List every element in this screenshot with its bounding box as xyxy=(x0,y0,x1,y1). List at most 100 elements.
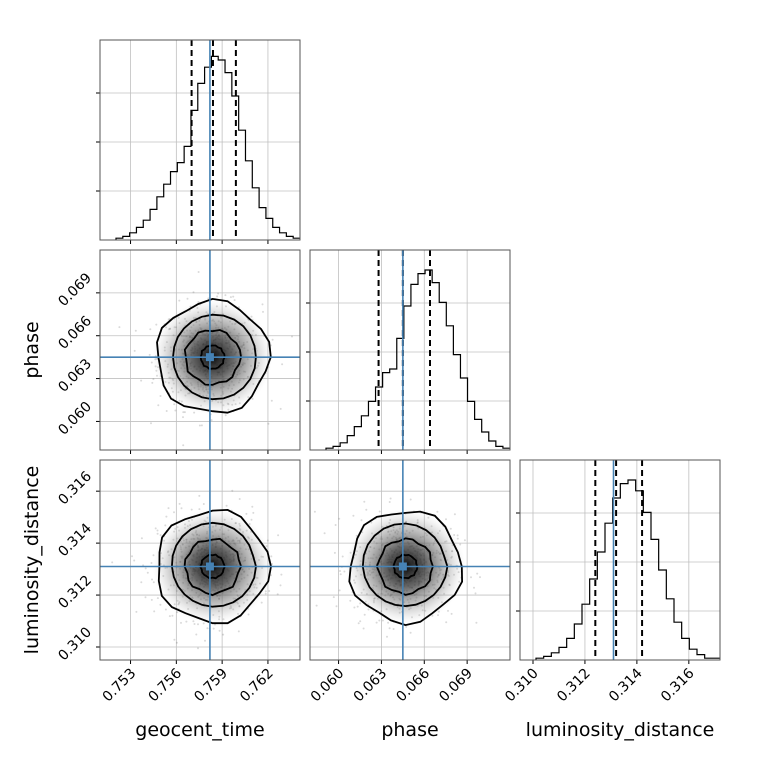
tick-label-x: 0.756 xyxy=(146,665,186,705)
scatter-point xyxy=(352,514,355,517)
scatter-point xyxy=(182,444,185,447)
scatter-point xyxy=(164,608,167,611)
scatter-point xyxy=(159,395,162,397)
scatter-point xyxy=(150,422,152,425)
scatter-point xyxy=(218,629,221,632)
scatter-point xyxy=(206,627,209,630)
scatter-point xyxy=(245,512,248,515)
scatter-point xyxy=(134,329,137,332)
scatter-point xyxy=(445,518,447,521)
scatter-point xyxy=(453,513,456,516)
scatter-point xyxy=(389,497,392,500)
scatter-point xyxy=(252,511,255,514)
scatter-point xyxy=(204,639,206,642)
scatter-point xyxy=(149,328,152,331)
ylabel-luminosity-distance: luminosity_distance xyxy=(21,466,43,655)
scatter-point xyxy=(233,299,236,302)
scatter-point xyxy=(193,623,196,625)
scatter-point xyxy=(167,507,170,510)
scatter-point xyxy=(479,576,481,579)
scatter-point xyxy=(140,537,143,540)
scatter-point xyxy=(197,271,200,273)
scatter-point xyxy=(164,524,167,527)
scatter-point xyxy=(332,596,335,599)
xlabel-phase: phase xyxy=(381,719,438,741)
scatter-point xyxy=(405,625,408,628)
scatter-point xyxy=(180,621,182,624)
tick-label-y: 0.066 xyxy=(55,313,95,353)
scatter-point xyxy=(133,349,136,352)
tick-label-y: 0.312 xyxy=(55,572,95,612)
scatter-point xyxy=(280,573,283,576)
panel-geocent_time-geocent_time xyxy=(96,39,301,244)
tick-label-x: 0.316 xyxy=(658,665,698,705)
scatter-point xyxy=(359,620,362,623)
scatter-point xyxy=(333,551,336,554)
scatter-point xyxy=(225,504,228,507)
scatter-point xyxy=(381,619,384,622)
scatter-point xyxy=(180,507,183,510)
xlabel-geocent-time: geocent_time xyxy=(135,719,264,741)
panel-frame xyxy=(519,459,721,661)
scatter-point xyxy=(150,598,153,601)
scatter-point xyxy=(111,561,114,564)
scatter-point xyxy=(247,613,250,616)
tick-label-y: 0.314 xyxy=(55,520,95,560)
panel-frame xyxy=(309,459,511,661)
scatter-point xyxy=(363,613,366,616)
scatter-point xyxy=(339,573,342,576)
scatter-point xyxy=(334,524,337,526)
scatter-point xyxy=(323,532,326,535)
scatter-point xyxy=(250,518,253,521)
scatter-point xyxy=(238,498,241,500)
panel-phase-luminosity_distance: 0.060 0.063 0.066 0.069 xyxy=(308,459,511,706)
scatter-point xyxy=(365,508,368,511)
scatter-point xyxy=(195,633,198,636)
scatter-point xyxy=(237,630,240,633)
scatter-point xyxy=(157,404,160,407)
panel-frame xyxy=(99,249,301,451)
scatter-point xyxy=(260,601,263,604)
scatter-point xyxy=(363,500,366,503)
scatter-point xyxy=(447,609,449,612)
tick-label-x: 0.759 xyxy=(191,666,231,706)
scatter-point xyxy=(178,502,181,505)
scatter-point xyxy=(135,610,138,613)
panel-geocent_time-luminosity_distance: 0.310 0.312 0.314 0.316 0.753 0.756 0.759 0.762 xyxy=(55,459,301,706)
scatter-point xyxy=(148,353,151,356)
scatter-point xyxy=(456,534,459,537)
scatter-point xyxy=(392,628,395,630)
scatter-point xyxy=(183,411,186,414)
scatter-point xyxy=(118,326,121,329)
scatter-point xyxy=(182,411,185,414)
scatter-point xyxy=(339,570,341,572)
scatter-point xyxy=(335,605,338,608)
scatter-point xyxy=(210,419,213,422)
scatter-point xyxy=(224,414,227,417)
panel-frame xyxy=(99,459,301,661)
scatter-point xyxy=(356,605,359,608)
scatter-point xyxy=(200,424,203,427)
scatter-point xyxy=(360,519,363,522)
truth-marker xyxy=(205,562,214,571)
scatter-point xyxy=(168,615,171,618)
scatter-point xyxy=(185,620,188,623)
scatter-point xyxy=(165,410,168,412)
tick-label-x: 0.762 xyxy=(237,666,277,706)
scatter-point xyxy=(224,294,227,297)
scatter-point xyxy=(198,424,201,427)
scatter-point xyxy=(474,592,477,595)
tick-label-x: 0.069 xyxy=(436,666,476,706)
scatter-point xyxy=(343,570,346,573)
scatter-point xyxy=(153,610,156,613)
scatter-point xyxy=(131,555,133,558)
tick-label-y: 0.069 xyxy=(55,270,95,310)
scatter-point xyxy=(378,619,381,622)
scatter-point xyxy=(388,627,391,630)
scatter-point xyxy=(409,631,412,634)
tick-label-y: 0.310 xyxy=(55,624,95,664)
scatter-point xyxy=(266,539,269,542)
scatter-point xyxy=(473,586,475,589)
